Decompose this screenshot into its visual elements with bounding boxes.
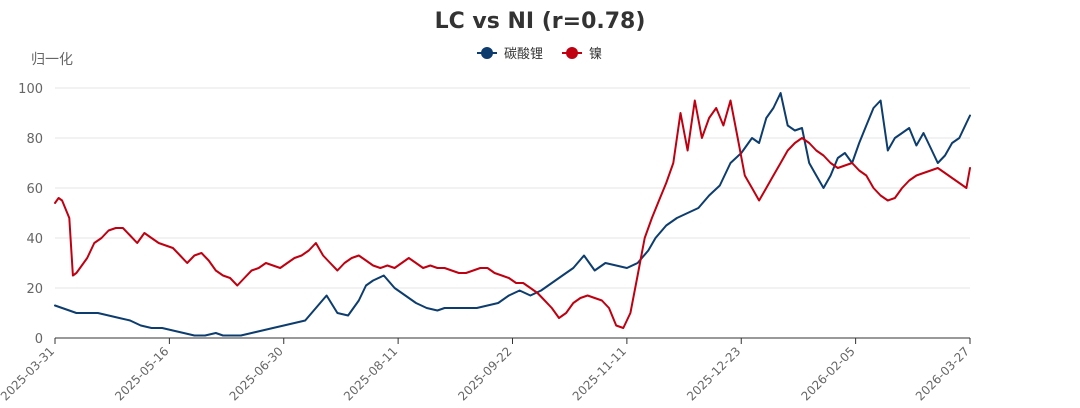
legend-label-ni: 镍 (589, 47, 602, 62)
y-tick-label-20: 20 (26, 282, 43, 297)
x-tick-label-2025-06-30: 2025-06-30 (227, 344, 286, 403)
chart-title: LC vs NI (r=0.78) (435, 9, 646, 34)
y-tick-label-100: 100 (18, 82, 43, 97)
x-tick-label-2025-05-16: 2025-05-16 (112, 344, 171, 403)
legend-marker-lc (481, 47, 493, 59)
x-tick-label-2025-09-22: 2025-09-22 (455, 344, 514, 403)
x-tick-label-2025-08-11: 2025-08-11 (341, 344, 400, 403)
y-axis-label: 归一化 (31, 51, 73, 68)
x-axis-ticks: 2025-03-31 2025-05-16 2025-06-30 2025-08-11… (0, 338, 972, 403)
x-tick-label-2026-03-27: 2026-03-27 (913, 344, 972, 403)
series-line-ni[interactable] (54, 99, 971, 329)
legend: 碳酸锂 镍 (477, 47, 602, 62)
x-tick-label-2026-02-05: 2026-02-05 (799, 344, 858, 403)
legend-item-lc[interactable]: 碳酸锂 (477, 47, 543, 62)
y-tick-label-60: 60 (26, 182, 43, 197)
series-lines (54, 92, 971, 337)
y-tick-label-40: 40 (26, 232, 43, 247)
x-tick-label-2025-11-11: 2025-11-11 (570, 344, 629, 403)
gridlines (55, 87, 970, 289)
legend-item-ni[interactable]: 镍 (562, 47, 602, 62)
y-tick-label-80: 80 (26, 132, 43, 147)
legend-marker-ni (566, 47, 578, 59)
series-line-lc[interactable] (54, 92, 971, 337)
x-tick-label-2025-03-31: 2025-03-31 (0, 344, 57, 403)
x-tick-label-2025-12-23: 2025-12-23 (684, 344, 743, 403)
legend-label-lc: 碳酸锂 (504, 47, 543, 62)
y-tick-label-0: 0 (35, 332, 43, 347)
y-axis-ticks: 0 20 40 60 80 100 (18, 82, 43, 347)
